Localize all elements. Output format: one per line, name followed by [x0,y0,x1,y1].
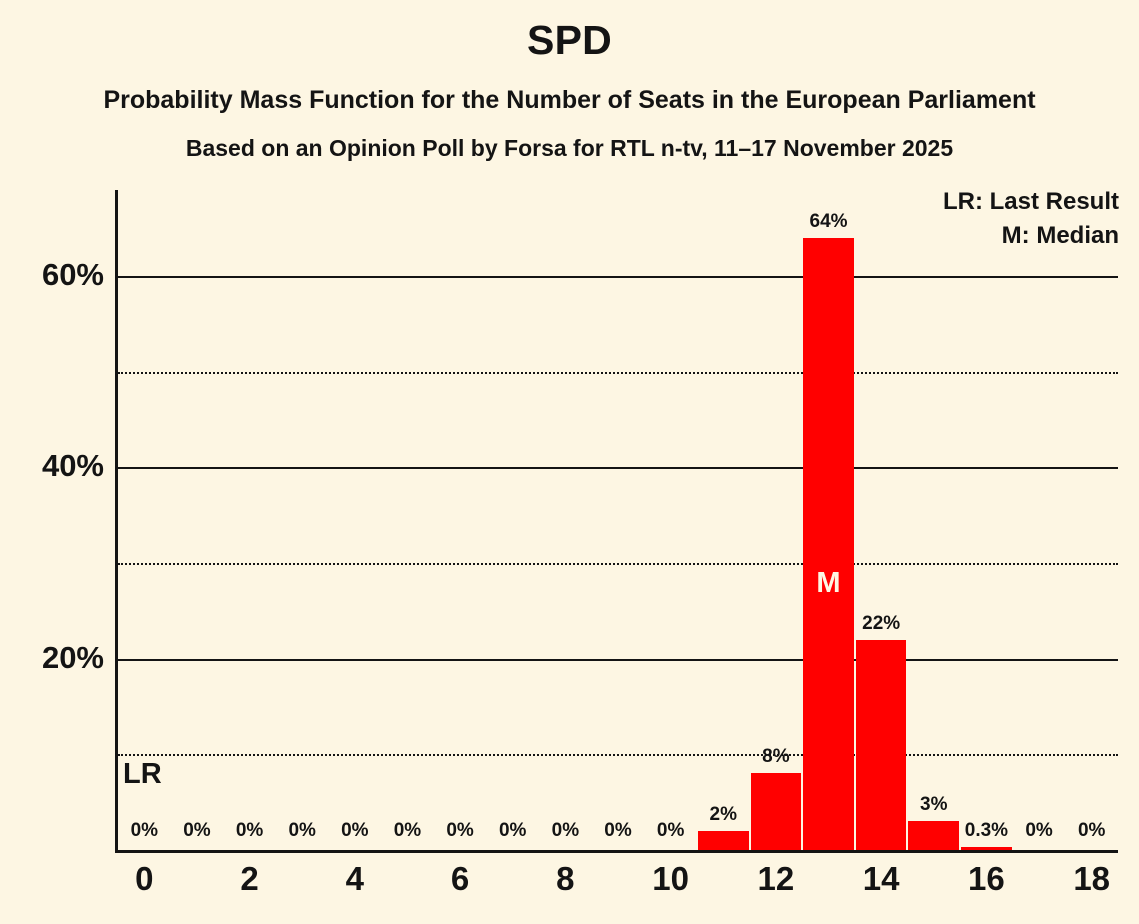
gridline-major [118,276,1118,279]
gridline-major [118,467,1118,470]
bar-value-label: 0.3% [964,820,1009,841]
x-axis-tick-label: 10 [652,860,689,897]
bar-value-label: 0% [183,820,211,841]
bar-value-label: 0% [656,820,685,841]
x-axis-tick-label: 8 [556,860,575,897]
median-marker: M [816,567,841,600]
y-axis-tick-label: 60% [41,257,104,293]
gridline-minor [118,371,1118,374]
bar-value-label: 8% [762,746,790,768]
last-result-marker: LR [123,758,162,791]
bar-value-label: 0% [498,820,527,841]
gridline-minor [118,563,1118,566]
y-axis-line [115,190,118,853]
legend-item-median: M: Median [1001,222,1119,250]
bar-value-label: 0% [1025,820,1053,841]
plot-area: 20% 40% 60% 0% LR 0% 0% 0% 0% 0% 0% 0% 0% 0% 0% 2% 8% 64… [42,190,1118,895]
chart-legend: LR: Last Result M: Median [943,185,1119,253]
y-axis-tick-label: 20% [41,639,104,675]
x-axis-tick-label: 4 [345,860,365,897]
bar-value-label: 64% [809,210,848,232]
bar-value-label: 0% [288,820,316,841]
bar-value-label: 0% [551,820,580,841]
gridline-minor [118,754,1118,757]
x-axis-tick-label: 12 [757,860,795,897]
y-axis-tick-label: 40% [41,448,104,484]
chart-subtitle: Probability Mass Function for the Number… [103,86,1036,114]
bar-value-label: 0% [604,820,632,841]
legend-item-last-result: LR: Last Result [942,188,1119,215]
bar-value-label: 0% [341,820,369,841]
bar [803,237,854,850]
bar [750,773,802,850]
x-axis-tick-label: 14 [862,860,900,897]
x-axis-tick-label: 6 [450,860,470,897]
bar-value-label: 2% [709,803,737,825]
bar-value-label: 0% [235,820,264,841]
gridline-major [118,658,1118,661]
x-axis-tick-label: 2 [240,860,259,897]
x-axis-line [115,850,1118,853]
bar-value-label: 0% [393,820,422,841]
bar [855,639,907,850]
bar-value-label: 3% [920,794,948,816]
x-axis-tick-label: 18 [1073,860,1111,897]
x-axis-tick-label: 16 [968,860,1005,897]
bar-value-label: 22% [862,612,901,634]
bar-value-label: 0% [1077,820,1106,841]
bar-value-label: 0% [130,820,159,841]
x-axis-tick-label: 0 [135,860,154,897]
bar-value-label: 0% [446,820,474,841]
page-title: SPD [527,17,612,63]
bar [908,821,960,850]
chart-source-line: Based on an Opinion Poll by Forsa for RT… [185,135,954,161]
bar [697,830,749,850]
bar [961,847,1012,850]
